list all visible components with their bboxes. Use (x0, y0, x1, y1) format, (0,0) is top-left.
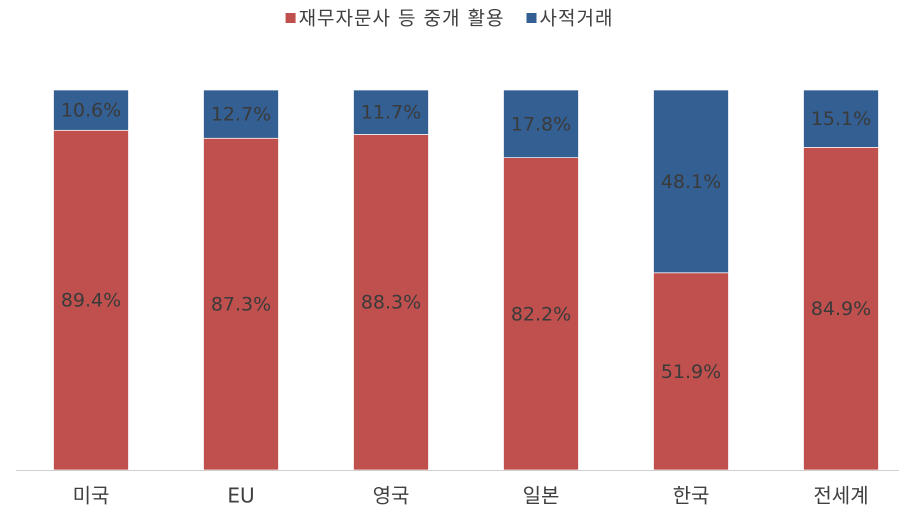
x-tick-label: 전세계 (813, 484, 868, 508)
bar-segment (353, 134, 429, 471)
bar-segment (353, 89, 429, 135)
data-label: 48.1% (661, 171, 721, 193)
x-tick-label: EU (227, 484, 254, 508)
bar-segment (503, 157, 579, 471)
bar-segment (503, 89, 579, 158)
bar-segment (53, 89, 129, 131)
data-label: 84.9% (811, 298, 871, 320)
legend-swatch (526, 13, 537, 23)
bar-segment (803, 89, 879, 148)
data-label: 87.3% (211, 294, 271, 316)
data-label: 82.2% (511, 303, 571, 325)
legend-label: 재무자문사 등 중개 활용 (299, 8, 505, 30)
legend-swatch (285, 13, 296, 23)
bar-segment (803, 147, 879, 471)
bar-segment (203, 89, 279, 139)
data-label: 15.1% (811, 108, 871, 130)
bar-segment (53, 129, 129, 471)
data-label: 10.6% (61, 100, 121, 122)
data-label: 12.7% (211, 104, 271, 126)
x-tick-label: 미국 (73, 484, 110, 508)
data-label: 88.3% (361, 292, 421, 314)
data-label: 89.4% (61, 290, 121, 312)
x-tick-label: 한국 (673, 484, 710, 508)
legend-label: 사적거래 (540, 8, 614, 30)
bar-segment (653, 89, 729, 274)
data-label: 51.9% (661, 361, 721, 383)
data-label: 17.8% (511, 113, 571, 135)
x-tick-label: 영국 (373, 484, 410, 508)
data-label: 11.7% (361, 102, 421, 124)
x-tick-label: 일본 (523, 484, 560, 508)
